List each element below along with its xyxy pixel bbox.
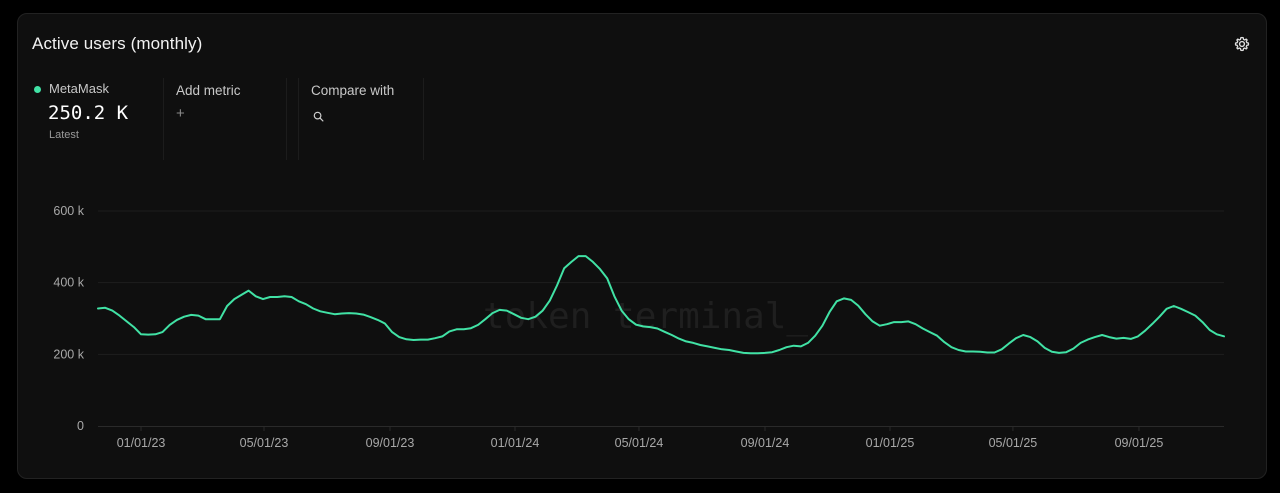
x-tick-label: 05/01/23 bbox=[240, 436, 289, 450]
x-axis-ticks: 01/01/23 05/01/23 09/01/23 01/01/24 05/01/24… bbox=[117, 426, 1164, 450]
chart-title: Active users (monthly) bbox=[32, 34, 203, 53]
compare-with-button[interactable]: Compare with bbox=[298, 78, 424, 160]
y-tick-label: 0 bbox=[77, 419, 84, 433]
x-tick-label: 01/01/23 bbox=[117, 436, 166, 450]
x-tick-label: 05/01/24 bbox=[615, 436, 664, 450]
metric-metamask[interactable]: MetaMask 250.2 K Latest bbox=[32, 78, 162, 160]
search-icon[interactable] bbox=[313, 111, 324, 122]
series-color-dot bbox=[34, 86, 41, 93]
x-tick-label: 09/01/25 bbox=[1115, 436, 1164, 450]
x-tick-label: 05/01/25 bbox=[989, 436, 1038, 450]
chart-card bbox=[17, 13, 1267, 479]
plus-icon[interactable]: + bbox=[176, 105, 185, 122]
series-line-metamask[interactable] bbox=[97, 255, 1225, 355]
y-axis-ticks: 0 200 k 400 k 600 k bbox=[53, 204, 84, 433]
x-tick-label: 09/01/23 bbox=[366, 436, 415, 450]
add-metric-button[interactable]: Add metric + bbox=[163, 78, 287, 160]
y-tick-label: 600 k bbox=[53, 204, 84, 218]
gear-icon[interactable] bbox=[1234, 36, 1250, 52]
compare-with-label: Compare with bbox=[311, 83, 395, 98]
x-tick-label: 01/01/25 bbox=[866, 436, 915, 450]
metric-name: MetaMask bbox=[49, 81, 109, 96]
x-tick-label: 09/01/24 bbox=[741, 436, 790, 450]
x-tick-label: 01/01/24 bbox=[491, 436, 540, 450]
y-tick-label: 200 k bbox=[53, 347, 84, 361]
metric-latest-value: 250.2 K bbox=[48, 102, 129, 124]
gridlines bbox=[98, 210, 1224, 427]
series-layer bbox=[97, 255, 1225, 355]
metric-sublabel: Latest bbox=[49, 129, 79, 141]
add-metric-label: Add metric bbox=[176, 83, 241, 98]
y-tick-label: 400 k bbox=[53, 276, 84, 290]
